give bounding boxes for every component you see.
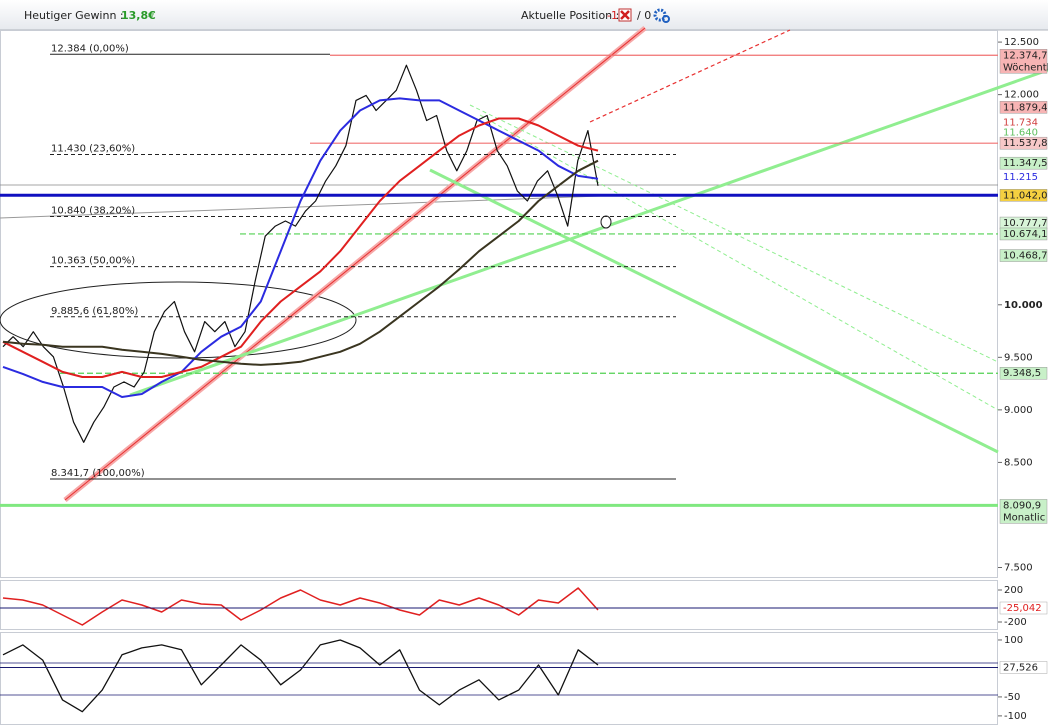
settings-button[interactable] bbox=[653, 8, 670, 23]
profit-label: Heutiger Gewinn : bbox=[24, 9, 124, 22]
price-label-box bbox=[1000, 116, 1047, 129]
price-label: 11.347,5 bbox=[1003, 158, 1048, 169]
price-label-box bbox=[999, 101, 1048, 114]
price-label-box bbox=[999, 366, 1048, 380]
price-label: 12.374,7 bbox=[1003, 50, 1048, 61]
osc1-panel-frame bbox=[0, 580, 998, 630]
series-line bbox=[2, 159, 599, 366]
y-tick-label: -200 bbox=[1004, 617, 1027, 628]
current-label: -25,042 bbox=[1003, 603, 1042, 614]
price-label: 10.777,7 bbox=[1003, 218, 1048, 229]
position-value: -1 bbox=[607, 9, 618, 22]
header-bar bbox=[0, 0, 1048, 30]
price-label: 11.042,0 bbox=[1003, 190, 1048, 201]
y-tick-label: 12.000 bbox=[1004, 90, 1039, 101]
price-label-box bbox=[999, 189, 1048, 202]
current-label-box bbox=[999, 661, 1048, 674]
price-label: 9.348,5 bbox=[1003, 368, 1041, 379]
y-tick-label: 10.000 bbox=[1004, 300, 1043, 311]
price-label-box bbox=[999, 249, 1048, 262]
current-label-box bbox=[999, 601, 1048, 615]
profit-value: 13,8€ bbox=[121, 9, 156, 22]
fib-label: 12.384 (0,00%) bbox=[51, 43, 129, 54]
price-label: 11.640 bbox=[1003, 127, 1038, 138]
price-label: 8.090,9 bbox=[1003, 500, 1041, 511]
price-label-caption: Wöchentlic bbox=[1003, 62, 1048, 73]
y-tick-label: -100 bbox=[1004, 711, 1027, 722]
price-label: 11.537,8 bbox=[1003, 138, 1048, 149]
orders: / 0 bbox=[637, 9, 651, 22]
price-label: 10.468,7 bbox=[1003, 251, 1048, 262]
y-tick-label: 12.500 bbox=[1004, 37, 1039, 48]
current-label: 27,526 bbox=[1003, 662, 1038, 673]
fib-label: 8.341,7 (100,00%) bbox=[51, 468, 145, 479]
y-tick-label: 200 bbox=[1004, 585, 1023, 596]
series-line bbox=[2, 97, 599, 398]
price-label-box bbox=[999, 227, 1048, 241]
fib-label: 10.840 (38,20%) bbox=[51, 206, 135, 217]
main-panel-frame bbox=[0, 30, 998, 578]
series-line bbox=[2, 587, 599, 626]
fib-label: 9.885,6 (61,80%) bbox=[51, 306, 138, 317]
price-label-box bbox=[999, 499, 1048, 524]
y-tick-label: 9.500 bbox=[1004, 352, 1033, 363]
y-tick-label: 7.500 bbox=[1004, 562, 1033, 573]
price-label-box bbox=[999, 156, 1048, 170]
price-label-caption: Monatlic bbox=[1003, 512, 1045, 523]
price-label-box bbox=[999, 49, 1048, 74]
price-label: 11.734 bbox=[1003, 118, 1038, 129]
price-label-box bbox=[1000, 126, 1047, 139]
plot-layer: 12.500 12.000 10.000 9.500 9.000 8.500 7.500 12… bbox=[0, 37, 1048, 722]
price-label: 11.215 bbox=[1003, 172, 1038, 183]
y-tick-label: 9.000 bbox=[1004, 405, 1033, 416]
osc2-panel-frame bbox=[0, 632, 998, 725]
price-label-box bbox=[1000, 171, 1047, 184]
price-label-box bbox=[999, 136, 1048, 150]
position-label: Aktuelle Position : bbox=[521, 9, 619, 22]
fib-label: 11.430 (23,60%) bbox=[51, 144, 135, 155]
y-tick-label: -50 bbox=[1004, 692, 1020, 703]
fib-label: 10.363 (50,00%) bbox=[51, 256, 135, 267]
price-label: 10.674,1 bbox=[1003, 229, 1048, 240]
y-tick-label: 8.500 bbox=[1004, 457, 1033, 468]
close-position-button[interactable] bbox=[618, 8, 632, 22]
price-label: 11.879,4 bbox=[1003, 102, 1048, 113]
series-line bbox=[2, 639, 599, 713]
y-tick-label: 100 bbox=[1004, 635, 1023, 646]
series-line bbox=[2, 64, 599, 443]
series-line bbox=[2, 117, 599, 378]
drawing-tools bbox=[0, 26, 1048, 502]
